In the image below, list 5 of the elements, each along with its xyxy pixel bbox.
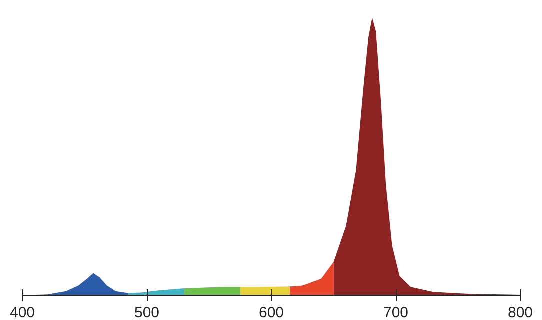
x-tick-label: 600 [258,304,284,320]
x-tick-label: 500 [134,304,160,320]
x-tick-label: 400 [10,304,36,320]
x-tick-label: 800 [508,304,534,320]
x-tick-label: 700 [383,304,409,320]
